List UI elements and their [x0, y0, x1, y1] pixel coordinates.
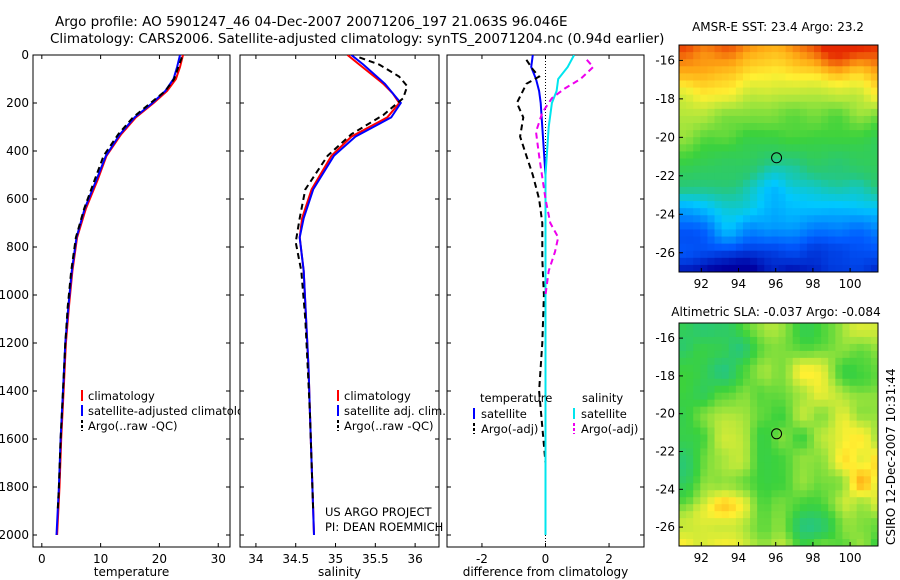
sla_map-title: Altimetric SLA: -0.037 Argo: -0.084 — [671, 305, 880, 319]
depth-tick-label: 200 — [6, 96, 29, 110]
salinity-axes-frame — [239, 54, 440, 548]
sla_map-xtick-label: 100 — [839, 551, 862, 565]
sst_map-heatmap-cells — [679, 45, 879, 273]
salinity-legend-label: satellite adj. clim. — [344, 404, 446, 418]
depth-tick-label: 800 — [6, 240, 29, 254]
diff-legend-sal-title: salinity — [582, 391, 623, 405]
sst_map-argo-location-marker — [771, 152, 783, 164]
sla_map-ytick-label: -18 — [655, 369, 675, 383]
depth-tick-label: 0 — [21, 48, 29, 62]
temperature-xtick-label: 20 — [152, 552, 167, 566]
diff-legend-sal-label: Argo(-adj) — [581, 422, 638, 436]
difference-series-s_sat — [544, 55, 575, 535]
salinity-xtick-label: 34 — [248, 552, 263, 566]
depth-tick-label: 1000 — [0, 288, 29, 302]
temperature-legend-label: climatology — [88, 389, 155, 403]
depth-tick-label: 1600 — [0, 432, 29, 446]
salinity-xtick-label: 34.5 — [282, 552, 309, 566]
depth-tick-label: 1200 — [0, 336, 29, 350]
sst_map-xtick-label: 96 — [768, 277, 783, 291]
sla-map-panel: Altimetric SLA: -0.037 Argo: -0.084 92 94 9… — [655, 305, 880, 565]
side-timestamp: CSIRO 12-Dec-2007 10:31:44 — [884, 368, 898, 545]
sla_map-argo-location-marker — [771, 428, 783, 440]
sla_map-frame — [678, 322, 879, 547]
sst-map-panel: AMSR-E SST: 23.4 Argo: 23.2 92 94 96 98 100 -1… — [655, 20, 879, 291]
credit-line-2: PI: DEAN ROEMMICH — [325, 520, 443, 534]
difference-xtick-label: 0 — [542, 552, 550, 566]
salinity-legend-label: climatology — [344, 389, 411, 403]
sla_map-xtick-label: 98 — [805, 551, 820, 565]
depth-tick-label: 1800 — [0, 480, 29, 494]
sla_map-ytick-label: -16 — [655, 331, 675, 345]
sla_map-ytick-label: -24 — [655, 482, 675, 496]
salinity-xtick-label: 35 — [328, 552, 343, 566]
temperature-xtick-label: 0 — [38, 552, 46, 566]
temperature-series-argo — [56, 57, 183, 512]
sst_map-xtick-label: 98 — [805, 277, 820, 291]
sla_map-ytick-label: -22 — [655, 445, 675, 459]
temperature-axes-frame — [32, 54, 231, 548]
sst_map-ytick-label: -18 — [655, 92, 675, 106]
temperature-xlabel: temperature — [94, 565, 169, 579]
diff-legend-temp-label: Argo(-adj) — [481, 422, 538, 436]
sla_map-xtick-label: 94 — [731, 551, 746, 565]
diff-legend-temp-title: temperature — [480, 391, 552, 405]
temperature-legend-label: satellite-adjusted climatology — [88, 404, 258, 418]
difference-xtick-label: -2 — [476, 552, 488, 566]
sst_map-ytick-label: -22 — [655, 169, 675, 183]
temperature-xtick-label: 30 — [211, 552, 226, 566]
sst_map-frame — [678, 44, 879, 273]
sla_map-heatmap-cells — [679, 323, 879, 547]
sla_map-xtick-label: 96 — [768, 551, 783, 565]
sst_map-ytick-label: -24 — [655, 207, 675, 221]
salinity-xtick-label: 36 — [407, 552, 422, 566]
temperature-panel: 0 200 400 600 800 1000 1200 1400 1600 1800 2000 0 10… — [0, 48, 258, 579]
credit-line-1: US ARGO PROJECT — [325, 505, 433, 519]
salinity-series-argo — [294, 56, 409, 512]
depth-tick-label: 1400 — [0, 384, 29, 398]
depth-tick-label: 600 — [6, 192, 29, 206]
temperature-xtick-label: 10 — [93, 552, 108, 566]
salinity-legend-label: Argo(..raw -QC) — [344, 419, 434, 433]
diff-legend-temp-label: satellite — [481, 407, 527, 421]
temperature-legend-label: Argo(..raw -QC) — [88, 419, 178, 433]
sst_map-ytick-label: -20 — [655, 130, 675, 144]
difference-series-s_argo — [534, 59, 595, 296]
sst_map-title: AMSR-E SST: 23.4 Argo: 23.2 — [692, 20, 864, 34]
salinity-xlabel: salinity — [318, 565, 361, 579]
header-line-2: Climatology: CARS2006. Satellite-adjuste… — [50, 31, 664, 47]
sst_map-ytick-label: -26 — [655, 246, 675, 260]
sla_map-xtick-label: 92 — [694, 551, 709, 565]
difference-series-t_argo — [515, 59, 547, 464]
header-line-1: Argo profile: AO 5901247_46 04-Dec-2007 … — [55, 14, 568, 30]
sla_map-ytick-label: -26 — [655, 520, 675, 534]
salinity-panel: 34 34.5 35 35.5 36 salinity climatologysatelli… — [239, 54, 446, 579]
salinity-xtick-label: 35.5 — [362, 552, 389, 566]
sst_map-xtick-label: 94 — [731, 277, 746, 291]
depth-tick-label: 400 — [6, 144, 29, 158]
diff-legend-sal-label: satellite — [581, 407, 627, 421]
sst_map-xtick-label: 100 — [839, 277, 862, 291]
difference-xlabel: difference from climatology — [463, 565, 629, 579]
sla_map-ytick-label: -20 — [655, 407, 675, 421]
depth-tick-label: 2000 — [0, 528, 29, 542]
sst_map-ytick-label: -16 — [655, 53, 675, 67]
difference-xtick-label: 2 — [605, 552, 613, 566]
sst_map-xtick-label: 92 — [694, 277, 709, 291]
